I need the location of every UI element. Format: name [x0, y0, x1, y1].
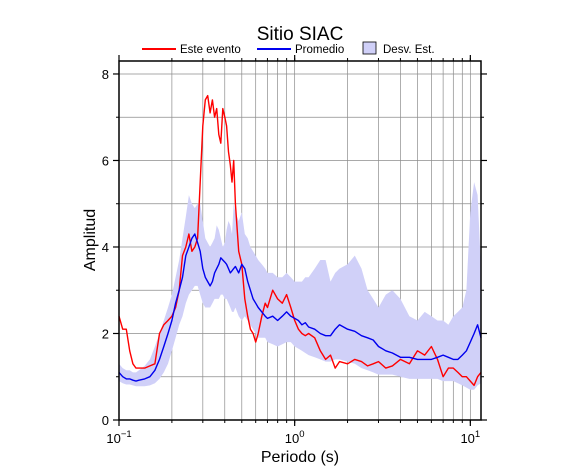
series-layer: [118, 94, 482, 387]
std-dev-band-layer: [119, 182, 481, 390]
y-axis-label: Amplitud: [82, 209, 99, 271]
y-tick-label: 8: [102, 67, 109, 82]
legend-label-0: Este evento: [180, 44, 241, 56]
x-axis-label: Periodo (s): [261, 449, 339, 466]
y-tick-label: 0: [102, 413, 109, 428]
series-line-promedio: [118, 233, 482, 382]
legend: Este evento Promedio Desv. Est.: [142, 41, 435, 56]
legend-swatch-band: [362, 41, 377, 55]
x-tick-exponent: 1: [475, 429, 480, 440]
x-tick-label: 10−1: [106, 429, 131, 446]
legend-label-2: Desv. Est.: [383, 44, 435, 56]
x-tick-label: 100: [285, 429, 305, 446]
plot-frame: [118, 60, 482, 421]
y-tick-label: 2: [102, 326, 109, 341]
y-tick-label: 4: [102, 240, 109, 255]
x-tick-exponent: 0: [299, 429, 304, 440]
legend-label-1: Promedio: [295, 44, 344, 56]
chart-title: Sitio SIAC: [257, 24, 344, 45]
x-tick-exponent: −1: [121, 429, 132, 440]
x-tick-label: 101: [460, 429, 480, 446]
std-dev-band: [119, 182, 481, 390]
y-tick-label: 6: [102, 153, 109, 168]
